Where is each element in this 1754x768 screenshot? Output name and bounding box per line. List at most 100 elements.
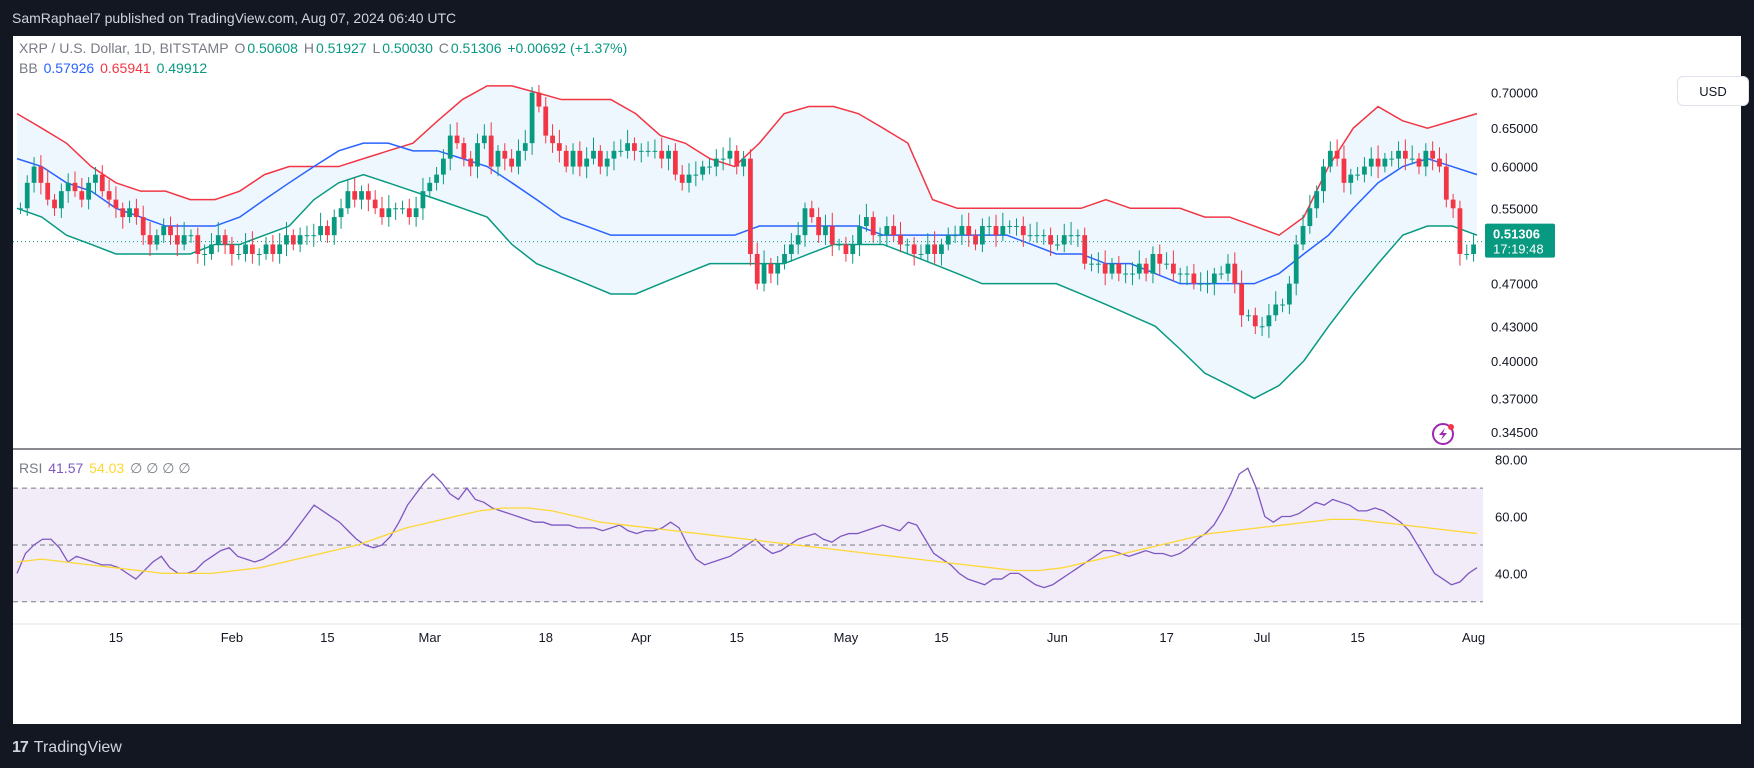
candle-body: [1293, 244, 1299, 284]
candle-body: [768, 263, 774, 274]
candle-body: [1389, 158, 1395, 160]
candle-body: [1232, 263, 1238, 284]
candle-body: [379, 208, 385, 218]
time-tick-label: 15: [109, 630, 123, 645]
candle-body: [864, 217, 869, 227]
candle-body: [65, 182, 71, 192]
candle-body: [31, 166, 37, 183]
bollinger-fill: [17, 85, 1477, 399]
price-tick-label: 0.60000: [1491, 160, 1538, 175]
candle-body: [788, 244, 794, 254]
candle-body: [522, 143, 528, 151]
lightning-bolt-icon: [1432, 423, 1454, 445]
candle-body: [168, 226, 173, 236]
candle-body: [488, 135, 494, 167]
candle-body: [645, 150, 651, 152]
lightning-glyph: [1439, 428, 1447, 440]
candle-body: [1014, 226, 1019, 228]
candle-body: [45, 182, 51, 200]
candle-body: [918, 253, 924, 255]
candle-body: [1225, 263, 1231, 274]
candle-body: [754, 253, 760, 284]
candle-body: [1471, 244, 1476, 254]
candle-body: [877, 235, 883, 237]
time-tick-label: 15: [320, 630, 334, 645]
candle-body: [195, 235, 201, 254]
rsi-extra: ∅ ∅ ∅ ∅: [130, 460, 191, 476]
candle-body: [99, 174, 105, 192]
candle-body: [1430, 150, 1436, 159]
candle-body: [973, 235, 978, 245]
candle-body: [1252, 315, 1258, 327]
open-value: 0.50608: [247, 40, 298, 56]
candle-body: [952, 235, 958, 237]
candle-body: [1280, 304, 1285, 306]
candle-body: [870, 217, 876, 236]
candle-body: [659, 150, 665, 159]
candle-body: [1300, 226, 1306, 245]
bb-basis-line: [16, 142, 1478, 285]
low-label: L: [372, 40, 381, 56]
candle-body: [816, 217, 822, 236]
low-value: 0.50030: [382, 40, 433, 56]
price-tick-label: 0.70000: [1491, 86, 1538, 101]
candle-body: [1259, 326, 1265, 328]
candle-body: [932, 244, 938, 254]
tradingview-footer[interactable]: 17 TradingView: [12, 736, 122, 760]
candle-body: [447, 135, 453, 159]
candle-body: [597, 150, 603, 167]
candle-body: [1164, 263, 1169, 265]
candle-body: [325, 226, 330, 236]
candle-body: [1007, 226, 1013, 228]
candle-body: [1334, 150, 1340, 159]
candle-body: [857, 226, 862, 245]
candle-body: [1027, 235, 1033, 237]
candle-body: [713, 158, 719, 167]
rsi-label: RSI: [19, 460, 43, 476]
change-value: +0.00692 (+1.37%): [507, 40, 628, 56]
candle-body: [734, 150, 740, 167]
candle-body: [454, 135, 460, 144]
rsi-tick-label: 40.00: [1495, 566, 1528, 581]
candle-body: [229, 244, 235, 254]
chart-canvas[interactable]: 0.70000 0.65000 0.60000 0.55000 0.47000 0.430…: [13, 36, 1741, 724]
candle-body: [1034, 235, 1040, 237]
candle-body: [93, 174, 98, 183]
candle-body: [1382, 158, 1388, 167]
currency-button[interactable]: USD: [1677, 76, 1749, 106]
chart-frame[interactable]: 0.70000 0.65000 0.60000 0.55000 0.47000 0.430…: [13, 36, 1749, 724]
candle-body: [1355, 174, 1360, 176]
candle-body: [1150, 253, 1156, 274]
candle-body: [1102, 263, 1108, 274]
time-tick-label: 17: [1159, 630, 1173, 645]
candle-body: [843, 244, 849, 254]
candle-body: [1246, 315, 1251, 317]
candle-body: [304, 235, 310, 237]
candle-body: [18, 208, 23, 210]
candle-body: [154, 235, 160, 245]
price-tick-label: 0.47000: [1491, 277, 1538, 292]
symbol-legend: XRP / U.S. Dollar, 1D, BITSTAMP O 0.50608…: [19, 40, 629, 56]
candle-body: [1095, 263, 1101, 265]
candle-body: [222, 235, 228, 245]
candle-body: [543, 106, 549, 136]
candle-body: [550, 135, 555, 144]
tradingview-logo-icon: 17: [12, 739, 29, 756]
candle-body: [1061, 235, 1067, 245]
bb-upper-line: [16, 85, 1478, 237]
bb-lower-value: 0.49912: [156, 60, 208, 76]
candle-body: [215, 235, 221, 245]
bb-upper-value: 0.65941: [100, 60, 151, 76]
countdown-label: 17:19:48: [1493, 242, 1544, 257]
publish-header: SamRaphael7 published on TradingView.com…: [12, 10, 457, 26]
candle-body: [584, 158, 590, 167]
candle-body: [727, 150, 733, 159]
candle-body: [277, 244, 283, 254]
candle-body: [311, 235, 317, 237]
candle-body: [1348, 174, 1354, 183]
candle-body: [297, 235, 303, 245]
candle-body: [959, 226, 965, 236]
candle-body: [823, 226, 828, 236]
candle-body: [516, 150, 521, 167]
last-price-tag: [1485, 223, 1555, 258]
